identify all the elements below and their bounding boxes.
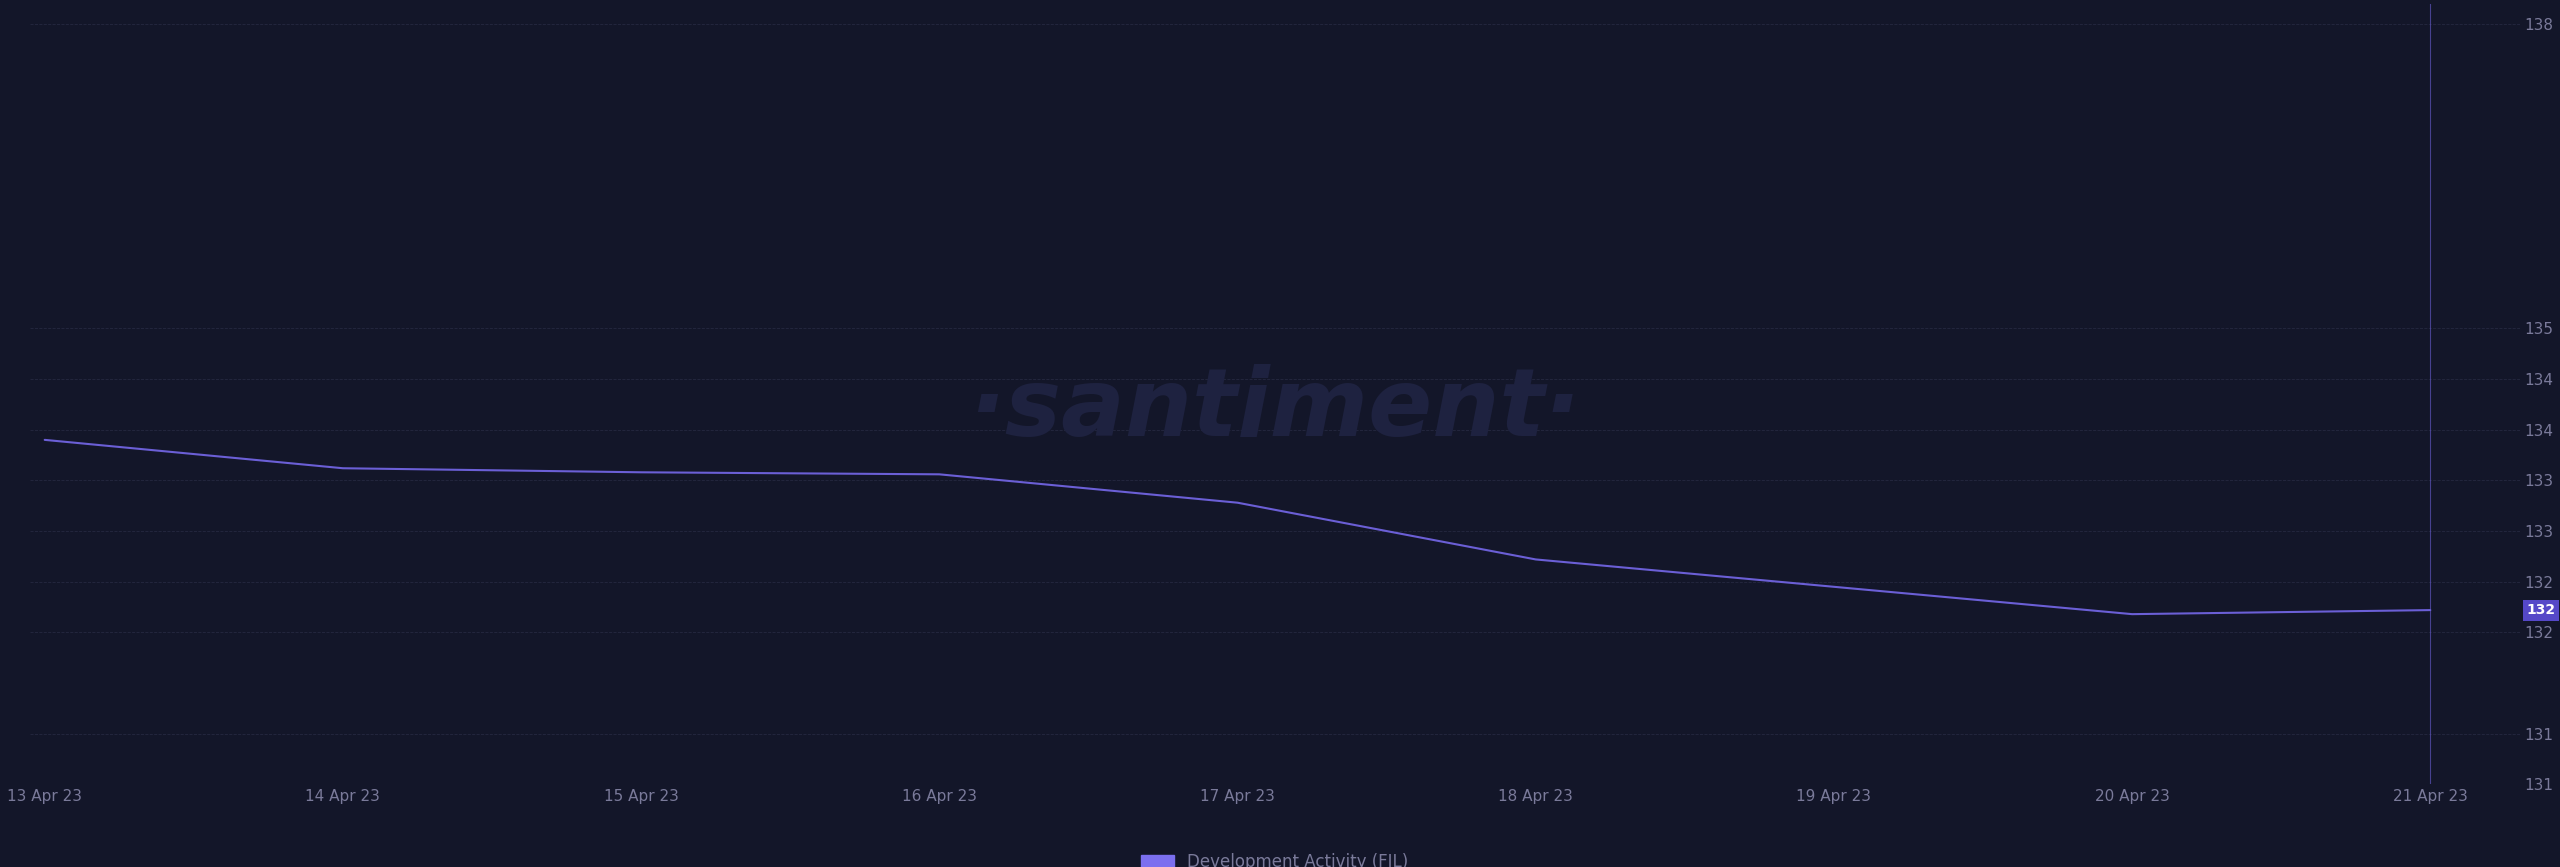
Text: ·santiment·: ·santiment·: [970, 364, 1580, 456]
Legend: Development Activity (FIL): Development Activity (FIL): [1134, 846, 1416, 867]
Text: 132: 132: [2527, 603, 2555, 617]
